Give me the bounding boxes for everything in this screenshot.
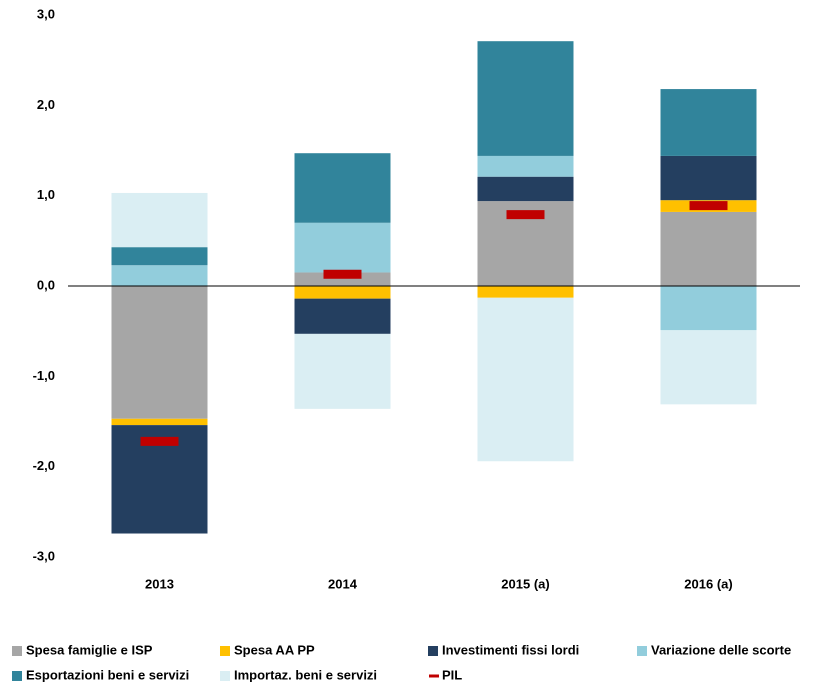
bar-segment [660,286,757,331]
bar-segment [111,265,208,286]
bar-segment [111,192,208,248]
legend-label: Esportazioni beni e servizi [26,667,189,682]
bar-segment [111,418,208,426]
bar-segment [660,155,757,201]
y-tick-label: 3,0 [37,6,55,21]
legend-swatch [220,646,230,656]
bar-segment [294,298,391,334]
pil-marker [689,201,728,211]
x-tick-label: 2015 (a) [501,576,549,591]
bar-segment [294,272,391,286]
y-tick-label: 2,0 [37,97,55,112]
x-tick-label: 2016 (a) [684,576,732,591]
legend-label: PIL [442,667,462,682]
bar-segment [660,330,757,405]
pil-marker [506,210,545,220]
bar-segment [294,333,391,409]
legend-label: Spesa AA PP [234,642,315,657]
legend-label: Spesa famiglie e ISP [26,642,153,657]
legend-swatch [637,646,647,656]
y-tick-label: -3,0 [33,548,55,563]
x-tick-label: 2014 [328,576,358,591]
bar-segment [294,153,391,223]
bar-segment [294,222,391,273]
bar-segment [111,286,208,419]
bar-segment [660,89,757,156]
bar-segment [477,297,574,462]
bar-segment [477,176,574,202]
x-tick-label: 2013 [145,576,174,591]
legend-swatch [428,646,438,656]
legend-label: Variazione delle scorte [651,642,791,657]
y-tick-label: -2,0 [33,458,55,473]
y-tick-label: 1,0 [37,187,55,202]
bar-segment [477,286,574,298]
bar-segment [477,155,574,177]
y-tick-label: -1,0 [33,368,55,383]
bar-segment [111,247,208,266]
pil-marker [140,436,179,446]
legend-swatch [12,646,22,656]
bar-segment [294,286,391,299]
legend-swatch [220,671,230,681]
bar-segment [660,211,757,286]
legend-swatch [12,671,22,681]
legend-label: Importaz. beni e servizi [234,667,377,682]
pil-marker [323,269,362,279]
legend-label: Investimenti fissi lordi [442,642,579,657]
bar-segment [477,41,574,156]
legend-swatch [429,674,439,678]
y-tick-label: 0,0 [37,277,55,292]
